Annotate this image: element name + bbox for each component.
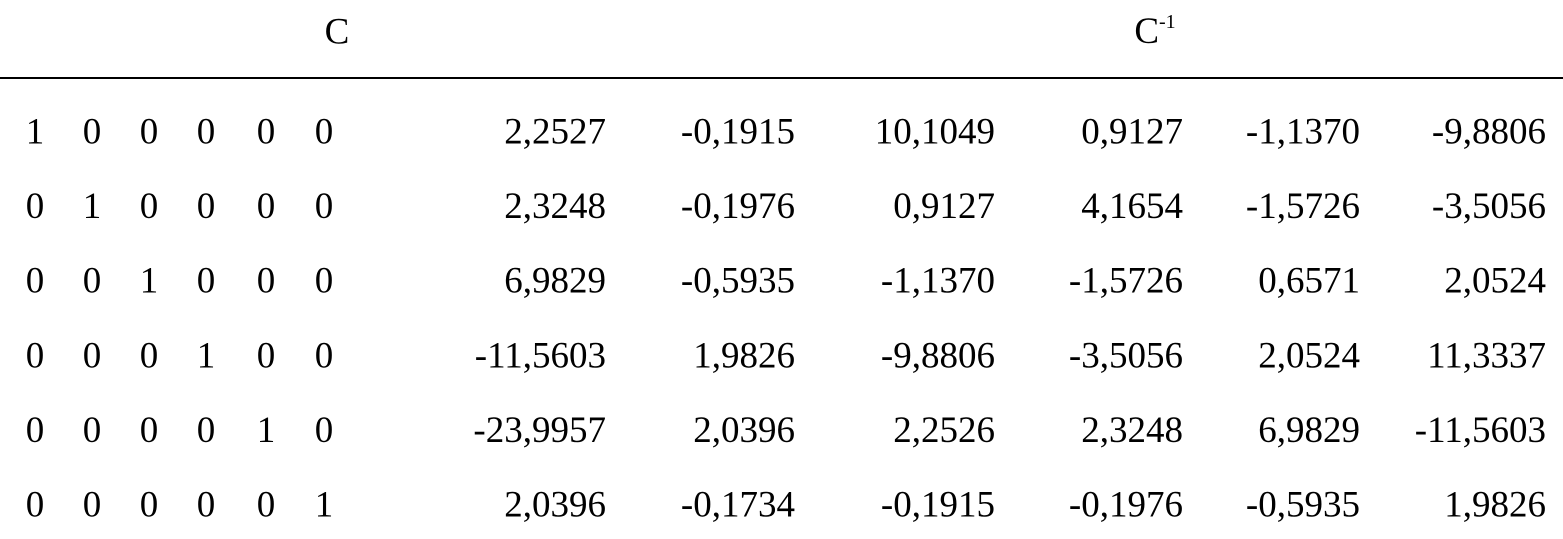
inverse-cell: 6,9829: [504, 261, 606, 302]
inverse-cell: -3,5056: [1432, 186, 1546, 227]
c-cell: 0: [140, 410, 159, 451]
header-right: C-1: [1134, 11, 1175, 53]
inverse-cell: 6,9829: [1258, 410, 1360, 451]
inverse-cell: 0,9127: [1081, 111, 1183, 152]
c-cell: 0: [83, 410, 102, 451]
c-cell: 0: [26, 186, 45, 227]
c-cell: 1: [197, 335, 216, 376]
c-cell: 0: [26, 410, 45, 451]
c-cell: 0: [257, 186, 276, 227]
c-cell: 0: [315, 335, 334, 376]
inverse-cell: -1,1370: [881, 261, 995, 302]
inverse-cell: -0,1734: [681, 484, 795, 525]
c-cell: 1: [83, 186, 102, 227]
inverse-cell: -11,5603: [475, 335, 606, 376]
inverse-cell: -0,5935: [1246, 484, 1360, 525]
c-cell: 0: [315, 410, 334, 451]
inverse-cell: 2,0524: [1444, 261, 1546, 302]
inverse-cell: -0,1976: [1069, 484, 1183, 525]
inverse-cell: -1,1370: [1246, 111, 1360, 152]
c-cell: 0: [197, 261, 216, 302]
inverse-cell: -1,5726: [1069, 261, 1183, 302]
c-cell: 0: [257, 484, 276, 525]
c-cell: 0: [257, 111, 276, 152]
inverse-cell: 2,2526: [893, 410, 995, 451]
inverse-cell: 2,0524: [1258, 335, 1360, 376]
c-cell: 1: [315, 484, 334, 525]
c-cell: 0: [140, 484, 159, 525]
inverse-cell: 10,1049: [875, 111, 995, 152]
inverse-cell: -23,9957: [473, 410, 606, 451]
c-cell: 0: [197, 484, 216, 525]
inverse-cell: -3,5056: [1069, 335, 1183, 376]
c-cell: 0: [26, 261, 45, 302]
c-cell: 0: [257, 335, 276, 376]
c-cell: 1: [140, 261, 159, 302]
inverse-cell: 2,2527: [504, 111, 606, 152]
inverse-cell: 2,3248: [1081, 410, 1183, 451]
c-cell: 0: [140, 335, 159, 376]
c-cell: 1: [26, 111, 45, 152]
inverse-cell: 11,3337: [1427, 335, 1546, 376]
c-cell: 0: [140, 186, 159, 227]
c-cell: 0: [257, 261, 276, 302]
inverse-cell: -0,1915: [681, 111, 795, 152]
c-cell: 0: [315, 186, 334, 227]
c-cell: 0: [197, 111, 216, 152]
inverse-cell: 2,0396: [693, 410, 795, 451]
header-left: C: [325, 11, 350, 52]
c-cell: 0: [197, 410, 216, 451]
inverse-cell: 0,9127: [893, 186, 995, 227]
inverse-cell: -9,8806: [881, 335, 995, 376]
c-cell: 0: [83, 335, 102, 376]
inverse-cell: 4,1654: [1081, 186, 1183, 227]
inverse-cell: 1,9826: [1444, 484, 1546, 525]
inverse-cell: 0,6571: [1258, 261, 1360, 302]
inverse-cell: -0,1976: [681, 186, 795, 227]
c-cell: 0: [26, 335, 45, 376]
inverse-cell: -0,5935: [681, 261, 795, 302]
inverse-cell: -9,8806: [1432, 111, 1546, 152]
c-cell: 1: [257, 410, 276, 451]
c-cell: 0: [83, 484, 102, 525]
inverse-cell: 2,3248: [504, 186, 606, 227]
c-cell: 0: [83, 261, 102, 302]
c-cell: 0: [315, 261, 334, 302]
inverse-cell: -1,5726: [1246, 186, 1360, 227]
header-right-base: C: [1134, 11, 1159, 52]
inverse-cell: -11,5603: [1415, 410, 1546, 451]
c-cell: 0: [26, 484, 45, 525]
c-cell: 0: [83, 111, 102, 152]
inverse-cell: -0,1915: [881, 484, 995, 525]
header-right-sup: -1: [1159, 11, 1176, 33]
c-cell: 0: [315, 111, 334, 152]
c-cell: 0: [197, 186, 216, 227]
inverse-cell: 1,9826: [693, 335, 795, 376]
inverse-cell: 2,0396: [504, 484, 606, 525]
c-cell: 0: [140, 111, 159, 152]
